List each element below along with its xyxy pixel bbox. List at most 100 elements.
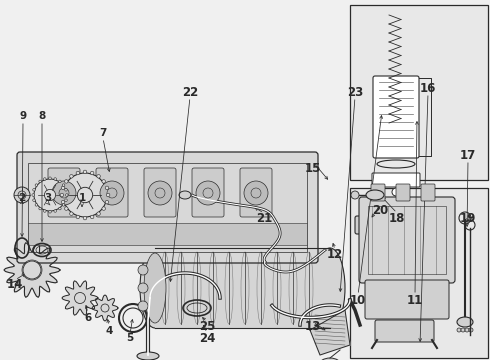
FancyBboxPatch shape	[192, 168, 224, 217]
Circle shape	[469, 328, 473, 332]
Text: 21: 21	[256, 212, 272, 225]
FancyBboxPatch shape	[396, 184, 410, 201]
Circle shape	[59, 188, 69, 198]
Bar	[368, 206, 446, 274]
FancyBboxPatch shape	[375, 320, 434, 342]
Text: 7: 7	[99, 128, 107, 138]
Circle shape	[148, 181, 172, 205]
Circle shape	[105, 201, 109, 204]
Ellipse shape	[457, 317, 473, 327]
FancyBboxPatch shape	[359, 197, 455, 283]
Circle shape	[65, 189, 67, 191]
Circle shape	[66, 194, 68, 196]
Circle shape	[44, 210, 46, 212]
Text: 18: 18	[389, 212, 405, 225]
Circle shape	[60, 193, 64, 197]
Circle shape	[49, 211, 51, 213]
Text: 6: 6	[84, 313, 92, 323]
Circle shape	[62, 204, 65, 206]
Text: 23: 23	[347, 86, 363, 99]
Circle shape	[138, 301, 148, 311]
Circle shape	[61, 201, 65, 204]
Circle shape	[90, 215, 94, 219]
Bar	[350, 5, 488, 180]
Text: 11: 11	[407, 293, 423, 306]
FancyBboxPatch shape	[240, 168, 272, 217]
Text: 24: 24	[199, 332, 215, 345]
Circle shape	[106, 193, 110, 197]
Circle shape	[33, 199, 35, 202]
FancyBboxPatch shape	[373, 76, 419, 158]
Circle shape	[105, 186, 109, 190]
Circle shape	[35, 204, 38, 206]
Bar	[28, 223, 307, 245]
Text: 10: 10	[350, 293, 366, 306]
FancyBboxPatch shape	[96, 168, 128, 217]
Text: 12: 12	[327, 248, 343, 261]
Bar	[28, 163, 307, 252]
Ellipse shape	[179, 191, 191, 199]
Circle shape	[102, 207, 105, 210]
Circle shape	[461, 328, 465, 332]
Circle shape	[465, 328, 469, 332]
Text: 4: 4	[105, 326, 113, 336]
Circle shape	[32, 194, 34, 196]
Polygon shape	[310, 310, 350, 355]
Circle shape	[100, 181, 124, 205]
Circle shape	[97, 175, 100, 178]
Bar	[155, 248, 330, 328]
Circle shape	[70, 212, 73, 215]
Polygon shape	[4, 243, 60, 297]
Circle shape	[65, 199, 67, 202]
Polygon shape	[62, 281, 98, 315]
Text: 5: 5	[126, 333, 134, 343]
Circle shape	[49, 177, 51, 180]
FancyBboxPatch shape	[48, 168, 80, 217]
Text: 22: 22	[182, 86, 198, 99]
Circle shape	[63, 173, 107, 217]
Ellipse shape	[315, 248, 345, 328]
Circle shape	[18, 191, 26, 199]
Text: 3: 3	[45, 193, 51, 203]
Circle shape	[196, 181, 220, 205]
Text: 17: 17	[460, 149, 476, 162]
Circle shape	[77, 187, 93, 203]
Circle shape	[138, 265, 148, 275]
Circle shape	[62, 184, 65, 186]
Circle shape	[101, 304, 109, 312]
Circle shape	[74, 292, 85, 303]
Circle shape	[59, 180, 61, 183]
Text: 25: 25	[199, 320, 215, 333]
Circle shape	[14, 187, 30, 203]
Circle shape	[392, 188, 400, 196]
FancyBboxPatch shape	[17, 152, 318, 263]
Circle shape	[65, 207, 68, 210]
Text: 2: 2	[19, 193, 25, 203]
Circle shape	[203, 188, 213, 198]
Ellipse shape	[366, 190, 384, 200]
Circle shape	[44, 178, 46, 180]
Text: 19: 19	[460, 212, 476, 225]
Circle shape	[457, 328, 461, 332]
Circle shape	[351, 191, 359, 199]
FancyBboxPatch shape	[355, 216, 404, 234]
Text: 14: 14	[7, 278, 23, 291]
Circle shape	[54, 178, 56, 180]
Text: 20: 20	[372, 203, 388, 216]
Circle shape	[107, 188, 117, 198]
FancyBboxPatch shape	[144, 168, 176, 217]
Ellipse shape	[144, 253, 166, 323]
Ellipse shape	[319, 358, 341, 360]
Circle shape	[35, 184, 38, 186]
Circle shape	[76, 215, 79, 219]
Circle shape	[97, 212, 100, 215]
Text: 8: 8	[38, 111, 46, 121]
Ellipse shape	[140, 248, 170, 328]
Circle shape	[244, 181, 268, 205]
Bar	[350, 188, 488, 358]
Circle shape	[155, 188, 165, 198]
Circle shape	[76, 171, 79, 175]
Circle shape	[251, 188, 261, 198]
Polygon shape	[92, 295, 118, 321]
Text: 9: 9	[20, 111, 26, 121]
